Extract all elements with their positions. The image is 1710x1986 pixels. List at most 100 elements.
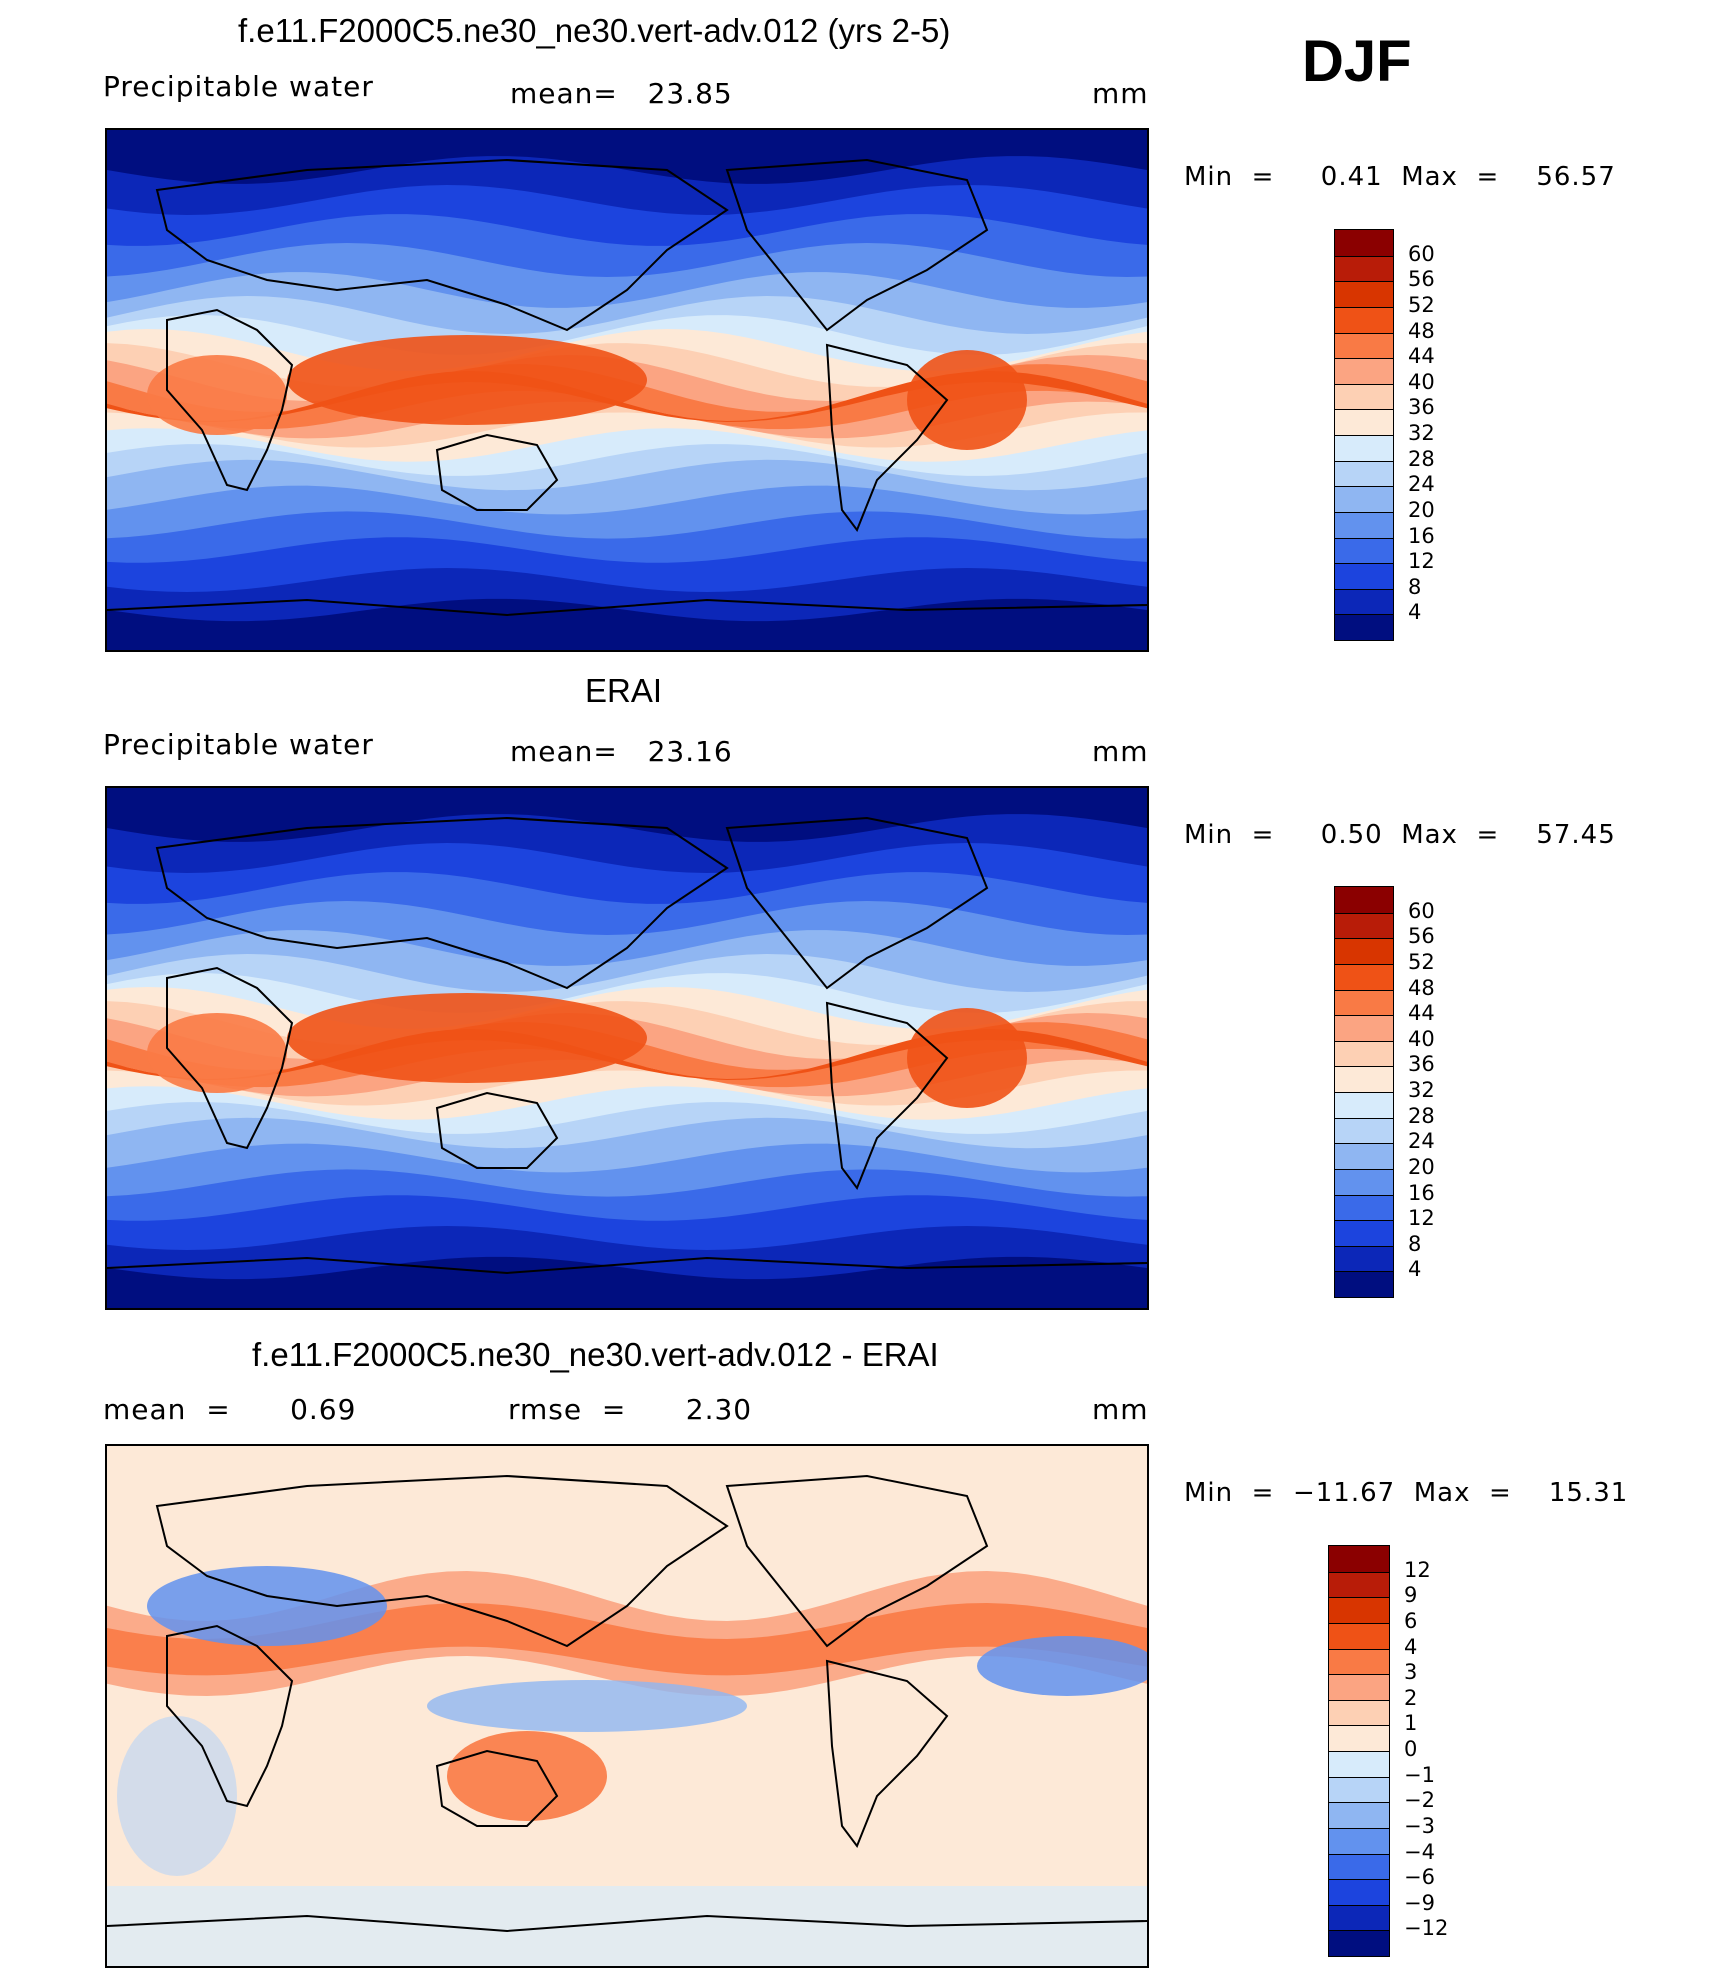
- colorbar-box: [1335, 281, 1393, 307]
- colorbar-box: [1329, 1571, 1389, 1598]
- colorbar-box: [1335, 486, 1393, 512]
- colorbar-tick-label: 60: [1408, 898, 1435, 923]
- colorbar-box: [1335, 1015, 1393, 1041]
- colorbar-box: [1329, 1853, 1389, 1880]
- colorbar-box: [1335, 460, 1393, 487]
- colorbar-box: [1335, 1245, 1393, 1272]
- colorbar-box: [1335, 614, 1393, 640]
- colorbar-box: [1335, 563, 1393, 589]
- colorbar-tick-label: 8: [1408, 1231, 1422, 1256]
- colorbar-box: [1335, 332, 1393, 359]
- colorbar-tick-label: 16: [1408, 523, 1435, 548]
- colorbar-tick-label: 44: [1408, 1001, 1435, 1026]
- colorbar-tick-label: −2: [1404, 1788, 1435, 1813]
- panel-2-mean: mean= 23.16: [510, 735, 733, 768]
- colorbar-box: [1329, 1930, 1389, 1956]
- colorbar-tick-label: 60: [1408, 241, 1435, 266]
- colorbar-box: [1335, 1066, 1393, 1092]
- colorbar-box: [1329, 1827, 1389, 1854]
- colorbar-tick-label: 24: [1408, 1129, 1435, 1154]
- colorbar-box: [1329, 1725, 1389, 1751]
- panel-3-colorbar: [1328, 1545, 1390, 1957]
- colorbar-tick-label: 36: [1408, 395, 1435, 420]
- colorbar-box: [1335, 963, 1393, 990]
- colorbar-box: [1335, 887, 1393, 913]
- colorbar-box: [1329, 1751, 1389, 1777]
- colorbar-tick-label: 12: [1408, 1206, 1435, 1231]
- colorbar-box: [1335, 1040, 1393, 1067]
- colorbar-box: [1335, 938, 1393, 964]
- colorbar-box: [1335, 255, 1393, 282]
- colorbar-box: [1335, 1117, 1393, 1144]
- colorbar-tick-label: −9: [1404, 1890, 1435, 1915]
- colorbar-tick-label: −12: [1404, 1916, 1449, 1941]
- colorbar-box: [1335, 358, 1393, 384]
- colorbar-tick-label: 36: [1408, 1052, 1435, 1077]
- colorbar-box: [1329, 1879, 1389, 1905]
- panel-3-minmax: Min = −11.67 Max = 15.31: [1184, 1478, 1629, 1508]
- colorbar-box: [1335, 383, 1393, 410]
- colorbar-tick-label: 56: [1408, 267, 1435, 292]
- colorbar-tick-label: 9: [1404, 1583, 1418, 1608]
- colorbar-tick-label: 40: [1408, 1026, 1435, 1051]
- colorbar-tick-label: 32: [1408, 421, 1435, 445]
- colorbar-tick-label: 28: [1408, 446, 1435, 471]
- colorbar-tick-label: −4: [1404, 1839, 1435, 1864]
- colorbar-tick-label: 52: [1408, 949, 1435, 974]
- panel-2-map-svg: [107, 788, 1147, 1308]
- colorbar-tick-label: 56: [1408, 924, 1435, 949]
- colorbar-box: [1335, 1168, 1393, 1195]
- panel-3-map-svg: [107, 1446, 1147, 1966]
- panel-1-map-svg: [107, 130, 1147, 650]
- colorbar-tick-label: 24: [1408, 472, 1435, 497]
- colorbar-tick-label: 12: [1404, 1557, 1431, 1582]
- colorbar-box: [1335, 511, 1393, 538]
- colorbar-box: [1329, 1699, 1389, 1726]
- panel-2-field-label: Precipitable water: [103, 728, 374, 761]
- colorbar-tick-label: 4: [1404, 1634, 1418, 1659]
- panel-1-title: f.e11.F2000C5.ne30_ne30.vert-adv.012 (yr…: [238, 12, 951, 49]
- colorbar-tick-label: 3: [1404, 1660, 1418, 1685]
- panel-1-colorbar: [1334, 229, 1394, 641]
- colorbar-tick-label: −3: [1404, 1813, 1435, 1838]
- panel-3-mean: mean = 0.69: [103, 1393, 357, 1426]
- colorbar-tick-label: 4: [1408, 1257, 1422, 1282]
- colorbar-box: [1335, 989, 1393, 1016]
- colorbar-tick-label: 8: [1408, 574, 1422, 599]
- panel-2-units: mm: [1092, 735, 1149, 768]
- colorbar-box: [1335, 1092, 1393, 1118]
- colorbar-box: [1329, 1674, 1389, 1700]
- colorbar-tick-label: 20: [1408, 497, 1435, 522]
- colorbar-tick-label: 48: [1408, 975, 1435, 1000]
- panel-2-title: ERAI: [585, 672, 663, 709]
- colorbar-box: [1329, 1622, 1389, 1649]
- colorbar-tick-label: 4: [1408, 600, 1422, 625]
- colorbar-box: [1329, 1597, 1389, 1623]
- colorbar-tick-label: 16: [1408, 1180, 1435, 1205]
- colorbar-box: [1329, 1776, 1389, 1803]
- panel-3-title: f.e11.F2000C5.ne30_ne30.vert-adv.012 - E…: [252, 1336, 939, 1373]
- colorbar-tick-label: 1: [1404, 1711, 1418, 1736]
- panel-3-units: mm: [1092, 1393, 1149, 1426]
- colorbar-box: [1335, 409, 1393, 435]
- colorbar-tick-label: 28: [1408, 1103, 1435, 1128]
- panel-3-map: [105, 1444, 1149, 1968]
- colorbar-tick-label: 20: [1408, 1154, 1435, 1179]
- colorbar-box: [1335, 1271, 1393, 1297]
- colorbar-tick-label: 2: [1404, 1685, 1418, 1710]
- colorbar-box: [1335, 537, 1393, 564]
- colorbar-tick-label: 0: [1404, 1737, 1418, 1761]
- panel-1-field-label: Precipitable water: [103, 70, 374, 103]
- colorbar-box: [1335, 230, 1393, 256]
- colorbar-tick-label: 44: [1408, 344, 1435, 369]
- colorbar-tick-label: 52: [1408, 292, 1435, 317]
- colorbar-box: [1329, 1904, 1389, 1931]
- colorbar-box: [1335, 435, 1393, 461]
- panel-3-rmse: rmse = 2.30: [508, 1393, 753, 1426]
- colorbar-box: [1335, 1143, 1393, 1169]
- panel-2-colorbar: [1334, 886, 1394, 1298]
- season-label: DJF: [1302, 29, 1412, 94]
- colorbar-tick-label: −1: [1404, 1762, 1435, 1787]
- panel-2-minmax: Min = 0.50 Max = 57.45: [1184, 820, 1616, 850]
- panel-1-mean: mean= 23.85: [510, 77, 733, 110]
